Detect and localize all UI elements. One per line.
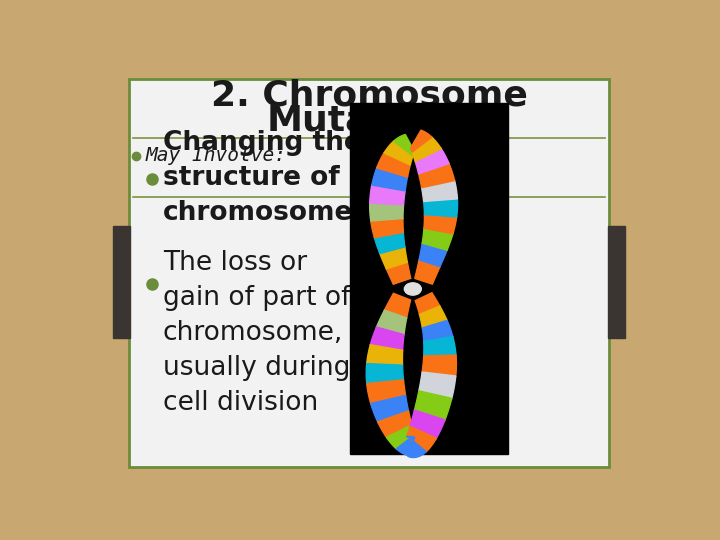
Polygon shape [370,327,404,351]
Text: Mutations: Mutations [266,103,472,137]
Polygon shape [370,185,405,205]
Polygon shape [379,246,408,269]
FancyBboxPatch shape [129,79,609,467]
Polygon shape [366,363,403,384]
Polygon shape [366,345,402,366]
Ellipse shape [405,283,421,295]
Text: Changing the
structure of a
chromosome: Changing the structure of a chromosome [163,130,366,226]
Polygon shape [386,262,411,284]
Polygon shape [420,306,447,328]
Polygon shape [414,391,451,421]
Polygon shape [415,148,449,174]
Polygon shape [366,380,405,404]
Polygon shape [410,410,445,439]
Polygon shape [371,218,403,238]
Text: 2. Chromosome: 2. Chromosome [210,79,528,113]
Polygon shape [396,435,415,455]
Polygon shape [407,427,436,452]
Polygon shape [422,355,456,377]
Polygon shape [419,242,447,267]
Polygon shape [387,425,415,449]
Text: May Involve:: May Involve: [145,146,287,165]
Bar [608,226,625,338]
Bar [350,103,508,454]
Polygon shape [371,395,409,422]
Text: The loss or
gain of part of a
chromosome,
usually during
cell division: The loss or gain of part of a chromosome… [163,249,374,416]
Polygon shape [378,411,412,438]
Polygon shape [418,163,454,188]
Polygon shape [384,141,413,165]
Polygon shape [407,436,426,457]
Polygon shape [374,232,405,254]
Polygon shape [411,130,432,152]
Polygon shape [412,137,441,161]
Polygon shape [415,293,440,315]
Polygon shape [423,198,457,217]
Polygon shape [421,180,457,201]
Polygon shape [423,320,453,342]
Polygon shape [394,134,414,156]
Polygon shape [422,228,453,250]
Polygon shape [377,310,407,335]
Polygon shape [377,152,410,177]
Polygon shape [384,293,410,319]
Polygon shape [424,214,456,234]
Polygon shape [372,167,408,191]
Bar [113,226,130,338]
Polygon shape [369,202,404,221]
Polygon shape [419,372,456,399]
Polygon shape [423,336,456,356]
Polygon shape [415,259,440,284]
